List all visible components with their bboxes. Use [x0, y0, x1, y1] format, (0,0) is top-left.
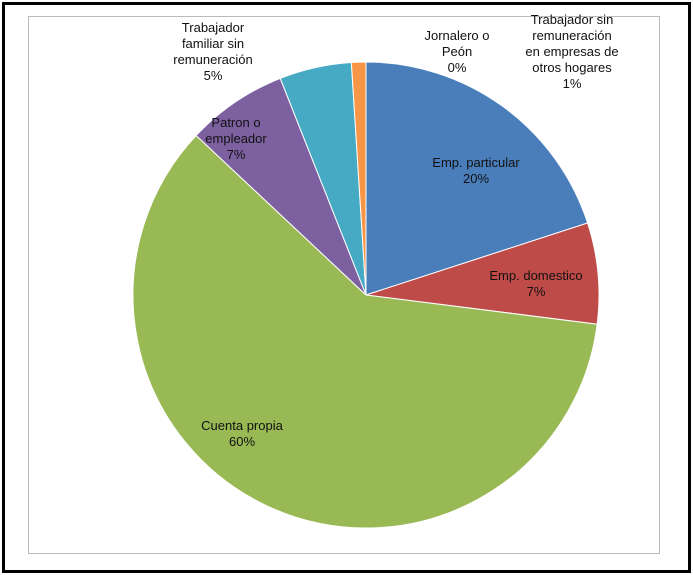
pie-label-4: Patron o empleador 7% — [205, 115, 267, 162]
pie-slice-4 — [195, 77, 367, 296]
pie-slice-3 — [132, 134, 598, 529]
pie-label-5: Trabajador familiar sin remuneración 5% — [173, 20, 253, 83]
pie-label-1: Emp. particular 20% — [432, 155, 520, 186]
pie-label-6: Trabajador sin remuneración en empresas de… — [525, 12, 618, 91]
pie-label-2: Emp. domestico 7% — [489, 268, 582, 299]
pie-labels: Emp. particular 20% Emp. domestico 7% Cuenta… — [173, 12, 618, 449]
pie-slice-2 — [365, 222, 600, 325]
pie-label-3: Cuenta propia 60% — [201, 418, 283, 449]
pie-slices — [132, 61, 600, 529]
pie-slice-6 — [350, 61, 367, 296]
pie-slice-1 — [365, 61, 589, 296]
pie-label-7: Jornalero o Peón 0% — [424, 28, 489, 75]
